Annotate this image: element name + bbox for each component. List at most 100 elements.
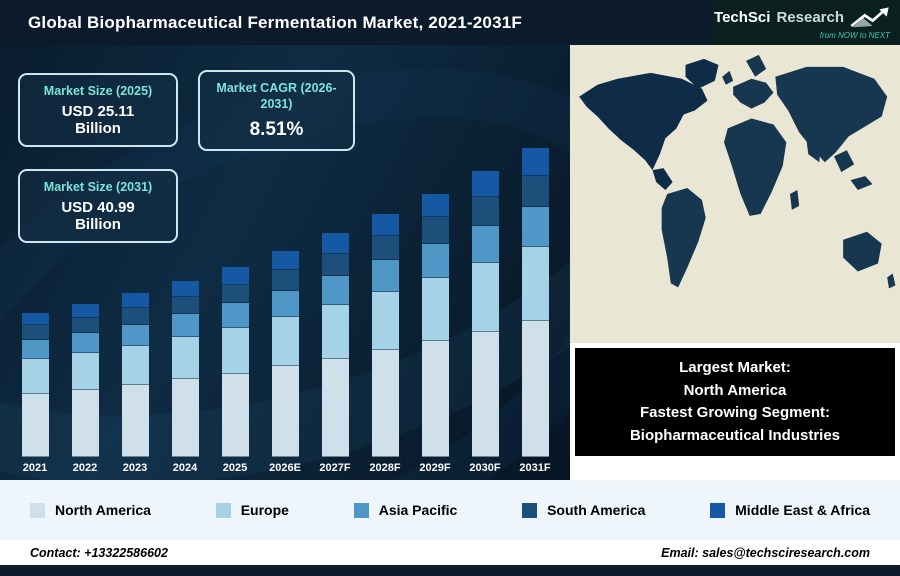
bar-column: 2031F bbox=[512, 147, 558, 474]
bar-segment bbox=[121, 345, 149, 386]
title-bar: Global Biopharmaceutical Fermentation Ma… bbox=[0, 0, 900, 45]
bar-segment bbox=[221, 267, 249, 285]
bar-column: 2026E bbox=[262, 251, 308, 474]
legend-label: Europe bbox=[240, 502, 289, 518]
stat-market-size-2025: Market Size (2025) USD 25.11 Billion bbox=[18, 73, 178, 148]
stat-label: Market CAGR (2026-2031) bbox=[216, 81, 337, 112]
bar-column: 2024 bbox=[162, 280, 208, 474]
market-note: Largest Market: North America Fastest Gr… bbox=[575, 348, 895, 456]
right-panel: Largest Market: North America Fastest Gr… bbox=[570, 45, 900, 480]
legend-label: Middle East & Africa bbox=[735, 502, 870, 518]
bar-segment bbox=[421, 243, 449, 278]
email-text: Email: sales@techsciresearch.com bbox=[661, 545, 870, 560]
x-axis-label: 2031F bbox=[519, 462, 551, 474]
stat-market-cagr: Market CAGR (2026-2031) 8.51% bbox=[198, 70, 355, 151]
bar-segment bbox=[421, 341, 449, 457]
legend-item: Europe bbox=[215, 502, 289, 518]
bar-segment bbox=[221, 303, 249, 329]
bar-segment bbox=[21, 358, 49, 394]
bar-column: 2028F bbox=[362, 214, 408, 474]
legend-swatch bbox=[353, 502, 369, 518]
stat-unit: Billion bbox=[75, 120, 121, 138]
bar-segment bbox=[171, 296, 199, 315]
legend-label: North America bbox=[55, 502, 151, 518]
bar-segment bbox=[371, 214, 399, 237]
bar-segment bbox=[321, 305, 349, 359]
x-axis-label: 2028F bbox=[369, 462, 401, 474]
stat-market-size-2031: Market Size (2031) USD 40.99 Billion bbox=[18, 169, 178, 244]
bar-segment bbox=[471, 171, 499, 198]
stat-value: 8.51% bbox=[249, 118, 304, 140]
note-line: Fastest Growing Segment: bbox=[639, 404, 831, 421]
x-axis-label: 2029F bbox=[419, 462, 451, 474]
bar-segment bbox=[471, 331, 499, 457]
bar-segment bbox=[71, 304, 99, 318]
bar-segment bbox=[271, 251, 299, 271]
bar-segment bbox=[171, 379, 199, 457]
bar-segment bbox=[271, 270, 299, 291]
logo-arrow-icon bbox=[850, 6, 890, 30]
bar-column: 2029F bbox=[412, 193, 458, 474]
bar-segment bbox=[221, 328, 249, 374]
bar-segment bbox=[371, 350, 399, 457]
bar-segment bbox=[521, 246, 549, 321]
bar-segment bbox=[471, 262, 499, 332]
legend-item: Middle East & Africa bbox=[710, 502, 870, 518]
stat-label: Market Size (2025) bbox=[43, 84, 153, 98]
bar-segment bbox=[21, 339, 49, 359]
legend-item: Asia Pacific bbox=[353, 502, 458, 518]
footer-bottom-bar bbox=[0, 565, 900, 576]
bar-segment bbox=[21, 312, 49, 326]
bar-segment bbox=[71, 389, 99, 457]
bar-segment bbox=[321, 358, 349, 457]
bar-segment bbox=[521, 206, 549, 247]
techsci-logo: TechSci Research from NOW to NEXT bbox=[712, 0, 900, 45]
bar-segment bbox=[21, 393, 49, 457]
bar-column: 2027F bbox=[312, 233, 358, 474]
bar-segment bbox=[521, 175, 549, 207]
bar-segment bbox=[421, 277, 449, 342]
bar-segment bbox=[171, 336, 199, 380]
bar-segment bbox=[371, 260, 399, 293]
bar-segment bbox=[121, 324, 149, 346]
stat-label: Market Size (2031) bbox=[43, 180, 153, 194]
bar-column: 2022 bbox=[62, 304, 108, 474]
bar-segment bbox=[321, 253, 349, 277]
bar-segment bbox=[71, 333, 99, 353]
content: Market Size (2025) USD 25.11 Billion Mar… bbox=[0, 45, 900, 480]
x-axis-label: 2026E bbox=[269, 462, 301, 474]
bar-segment bbox=[221, 373, 249, 457]
bar-segment bbox=[421, 193, 449, 218]
legend-item: South America bbox=[522, 502, 645, 518]
x-axis-label: 2030F bbox=[469, 462, 501, 474]
bar-segment bbox=[371, 236, 399, 261]
legend: North America Europe Asia Pacific South … bbox=[0, 480, 900, 540]
contact-text: Contact: +13322586602 bbox=[30, 545, 168, 560]
bar-segment bbox=[121, 308, 149, 325]
legend-label: South America bbox=[547, 502, 646, 518]
bar-segment bbox=[271, 366, 299, 457]
bar-chart: 2021 2022 2023 2024 2025 2026E 2027F 2028F 2029F… bbox=[8, 147, 562, 480]
page-title: Global Biopharmaceutical Fermentation Ma… bbox=[28, 12, 522, 32]
logo-tagline: from NOW to NEXT bbox=[819, 30, 890, 40]
bar-segment bbox=[521, 147, 549, 176]
legend-swatch bbox=[710, 502, 726, 518]
x-axis-label: 2021 bbox=[22, 462, 48, 474]
bar-segment bbox=[121, 385, 149, 457]
bar-column: 2023 bbox=[112, 293, 158, 474]
legend-label: Asia Pacific bbox=[378, 502, 458, 518]
legend-item: North America bbox=[30, 502, 151, 518]
bar-segment bbox=[71, 352, 99, 390]
bar-column: 2021 bbox=[12, 312, 58, 474]
x-axis-label: 2023 bbox=[122, 462, 148, 474]
bar-segment bbox=[471, 197, 499, 226]
bar-segment bbox=[221, 284, 249, 304]
world-map bbox=[570, 45, 900, 343]
stat-value: USD 40.99 bbox=[61, 199, 135, 217]
x-axis-label: 2024 bbox=[172, 462, 198, 474]
logo-brand-secondary: Research bbox=[776, 9, 844, 26]
bar-segment bbox=[471, 225, 499, 263]
bar-segment bbox=[271, 290, 299, 318]
bar-segment bbox=[421, 217, 449, 244]
